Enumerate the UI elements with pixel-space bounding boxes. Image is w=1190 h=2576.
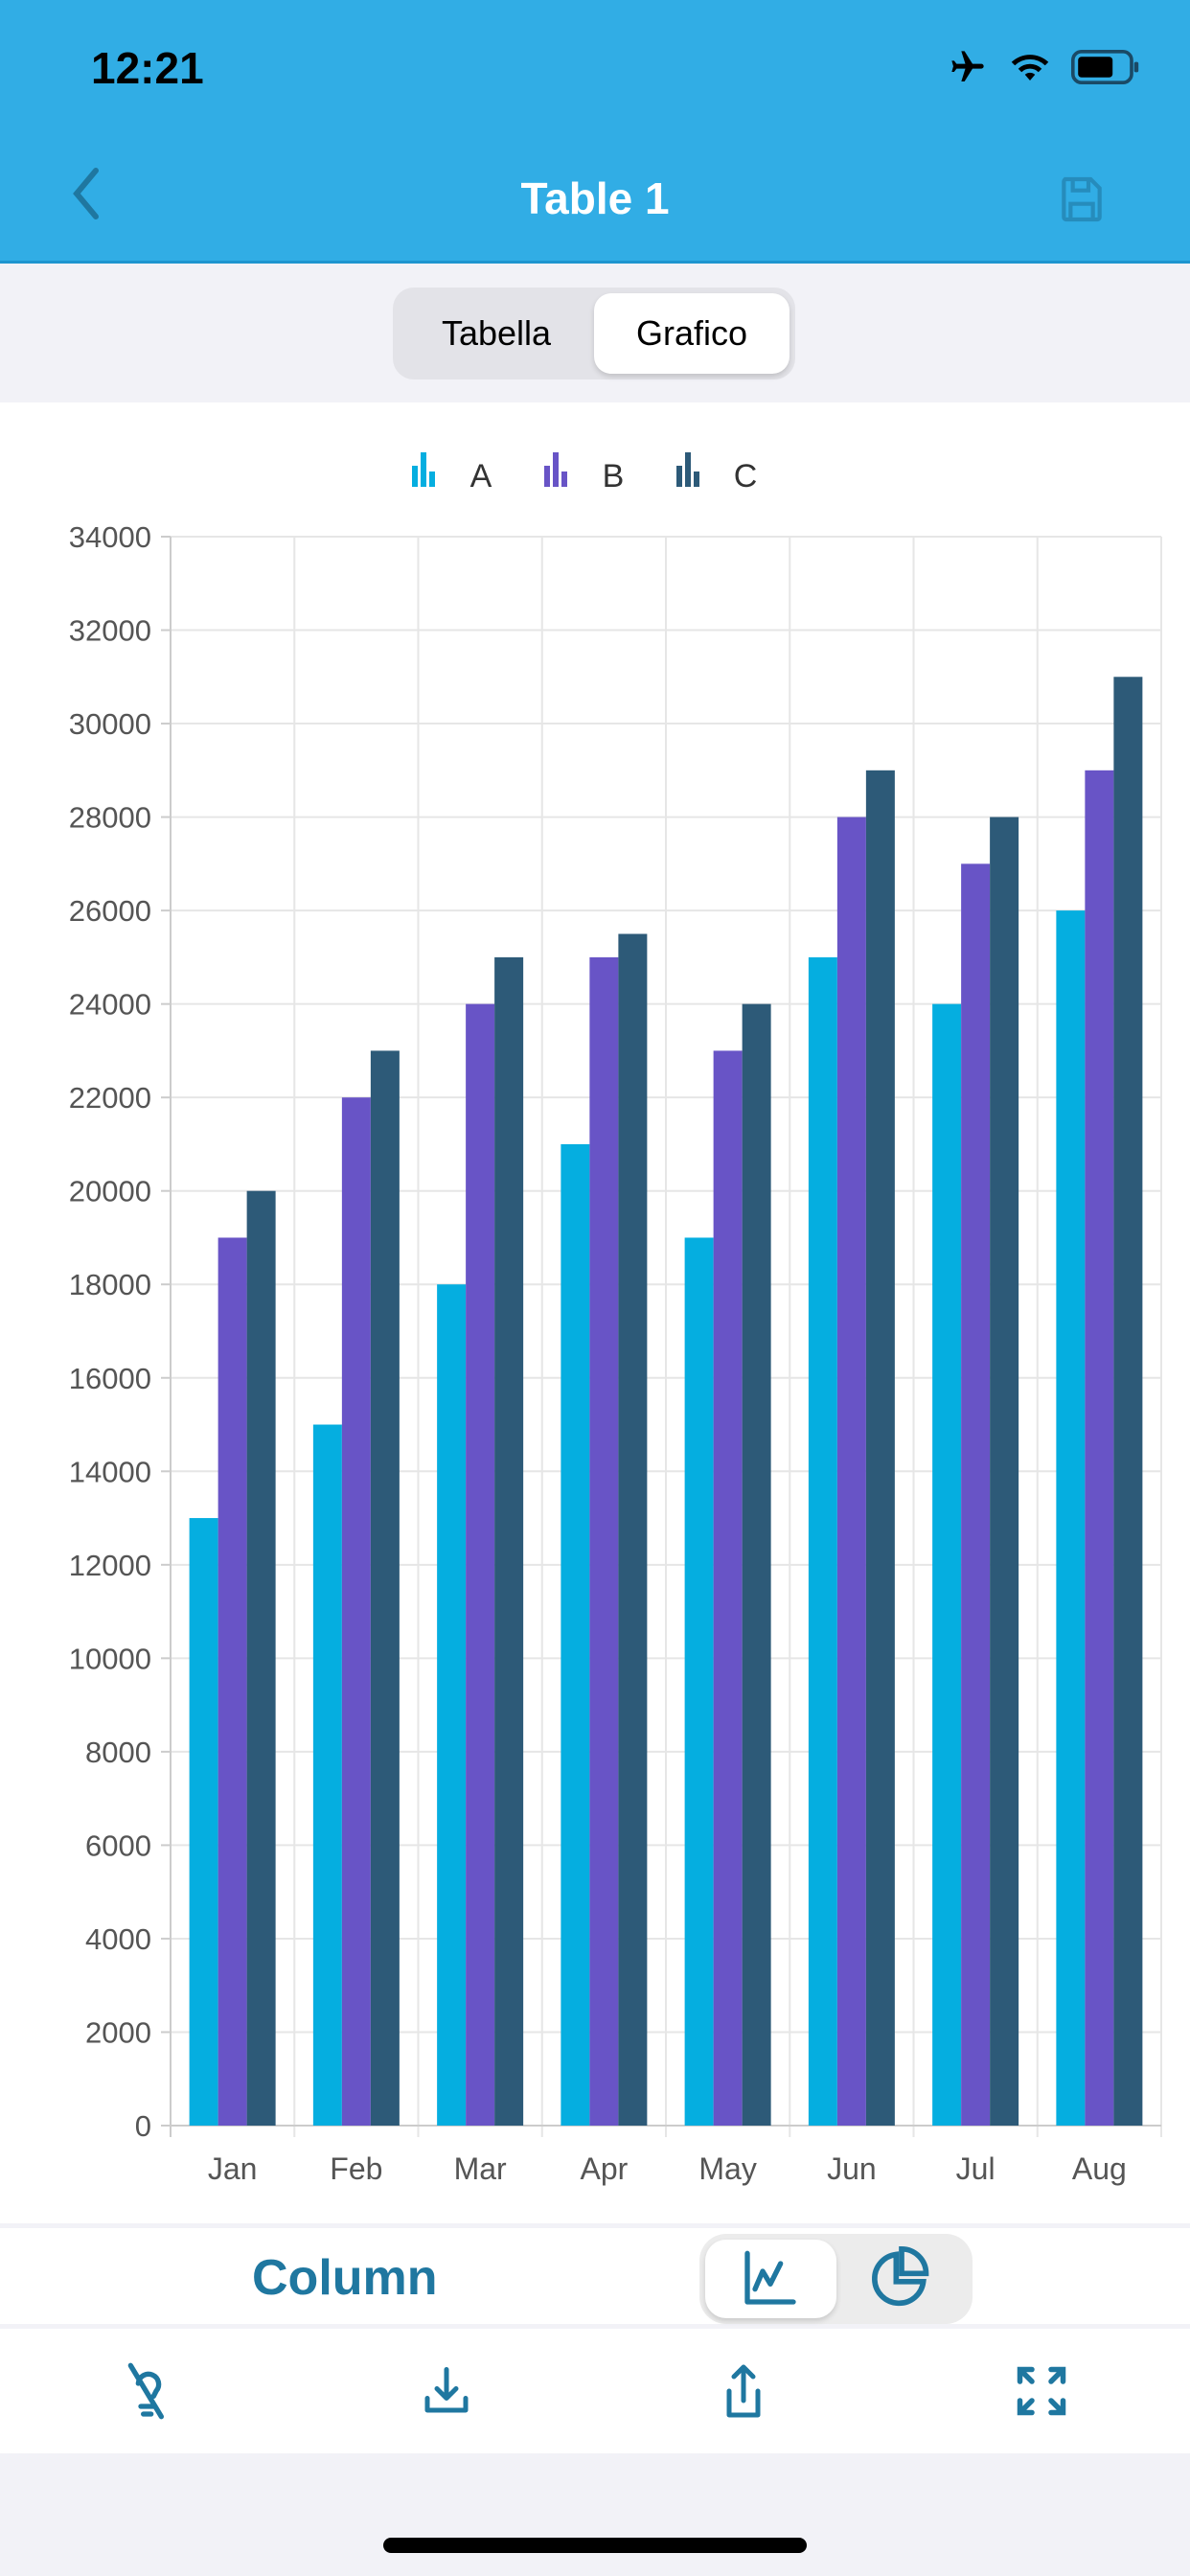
segment-tabella[interactable]: Tabella <box>441 313 552 353</box>
line-chart-icon <box>744 2250 796 2305</box>
legend-icon <box>553 452 559 487</box>
bar-C-May <box>742 1003 771 2126</box>
bar-B-Aug <box>1085 770 1114 2126</box>
bar-C-Aug <box>1113 677 1143 2126</box>
share-button[interactable] <box>595 2360 893 2422</box>
legend-label-C: C <box>734 458 758 494</box>
page-title: Table 1 <box>520 173 670 223</box>
legend-icon <box>421 452 426 487</box>
chart-type-label: Column <box>252 2250 438 2306</box>
bar-B-Feb <box>341 1097 371 2126</box>
y-tick-label: 26000 <box>69 894 151 928</box>
toggle-labels-button[interactable] <box>0 2360 298 2422</box>
x-tick-label: Jun <box>827 2151 877 2186</box>
battery-icon <box>1071 50 1139 84</box>
bar-C-Mar <box>494 956 524 2126</box>
chart-type-row: Column <box>0 2228 1190 2324</box>
save-icon <box>1062 176 1102 222</box>
legend-label-B: B <box>603 458 625 494</box>
y-tick-label: 34000 <box>69 520 151 554</box>
y-tick-label: 2000 <box>85 2015 151 2049</box>
label-off-icon <box>127 2362 165 2420</box>
y-tick-label: 8000 <box>85 1736 151 1769</box>
y-tick-label: 22000 <box>69 1081 151 1115</box>
y-tick-label: 28000 <box>69 801 151 835</box>
save-button[interactable] <box>1055 172 1109 231</box>
segment-grafico[interactable]: Grafico <box>594 293 790 374</box>
legend-icon <box>429 472 435 487</box>
y-tick-label: 30000 <box>69 707 151 741</box>
legend-icon <box>694 472 699 487</box>
chart-type-toggle <box>699 2234 973 2324</box>
x-tick-label: Feb <box>330 2151 382 2186</box>
bar-A-Aug <box>1056 910 1086 2126</box>
y-tick-label: 12000 <box>69 1549 151 1582</box>
bar-B-Jun <box>836 816 866 2126</box>
y-tick-label: 6000 <box>85 1828 151 1862</box>
bar-B-May <box>713 1050 743 2126</box>
pie-chart-button[interactable] <box>836 2240 968 2318</box>
status-time: 12:21 <box>91 43 204 93</box>
legend-label-A: A <box>470 458 492 494</box>
bottom-toolbar <box>0 2329 1190 2453</box>
x-tick-label: Jan <box>208 2151 258 2186</box>
bar-B-Apr <box>589 956 619 2126</box>
line-chart-button[interactable] <box>705 2240 836 2318</box>
y-tick-label: 18000 <box>69 1268 151 1301</box>
y-tick-label: 20000 <box>69 1175 151 1208</box>
download-button[interactable] <box>298 2360 596 2422</box>
download-icon <box>424 2367 469 2413</box>
bar-A-Feb <box>312 1424 342 2126</box>
bar-B-Jul <box>961 863 991 2126</box>
bar-A-Mar <box>437 1284 467 2126</box>
bar-C-Jul <box>990 816 1019 2126</box>
bar-A-Apr <box>561 1143 590 2126</box>
home-indicator[interactable] <box>383 2538 807 2553</box>
share-icon <box>726 2364 761 2418</box>
legend-icon <box>544 466 550 487</box>
x-tick-label: May <box>698 2151 756 2186</box>
x-tick-label: Apr <box>580 2151 628 2186</box>
bar-A-Jun <box>808 956 837 2126</box>
y-tick-label: 10000 <box>69 1642 151 1675</box>
expand-icon <box>1017 2366 1065 2416</box>
chevron-left-icon <box>73 168 99 219</box>
x-tick-label: Jul <box>956 2151 995 2186</box>
bar-B-Jan <box>217 1237 247 2126</box>
status-icons <box>947 48 1140 86</box>
bar-B-Mar <box>466 1003 495 2126</box>
bar-A-Jan <box>189 1518 218 2126</box>
bar-C-Feb <box>370 1050 400 2126</box>
y-tick-label: 0 <box>135 2109 151 2143</box>
bar-A-May <box>684 1237 714 2126</box>
nav-header: 12:21 Table 1 <box>0 0 1190 264</box>
fullscreen-button[interactable] <box>893 2362 1190 2420</box>
bar-C-Apr <box>618 933 648 2126</box>
y-tick-label: 16000 <box>69 1362 151 1395</box>
y-tick-label: 32000 <box>69 614 151 648</box>
legend-icon <box>685 452 691 487</box>
view-segmented-control: Tabella Grafico <box>393 288 795 380</box>
bar-A-Jul <box>932 1003 962 2126</box>
y-tick-label: 14000 <box>69 1455 151 1488</box>
legend-icon <box>676 466 682 487</box>
x-tick-label: Aug <box>1072 2151 1127 2186</box>
bar-C-Jun <box>865 770 895 2126</box>
bar-C-Jan <box>246 1190 276 2126</box>
chart-area: A B C 0 2000 4000 6000 8000 10000 12000 14000 16000… <box>0 402 1190 2223</box>
legend-icon <box>412 466 418 487</box>
x-tick-label: Mar <box>454 2151 507 2186</box>
column-chart: A B C 0 2000 4000 6000 8000 10000 12000 14000 16000… <box>69 452 1162 2186</box>
y-tick-label: 24000 <box>69 988 151 1022</box>
airplane-icon <box>951 51 984 81</box>
pie-chart-icon <box>871 2246 929 2307</box>
legend-icon <box>561 472 567 487</box>
back-button[interactable] <box>67 165 105 227</box>
wifi-icon <box>1011 55 1049 80</box>
y-tick-label: 4000 <box>85 1922 151 1956</box>
